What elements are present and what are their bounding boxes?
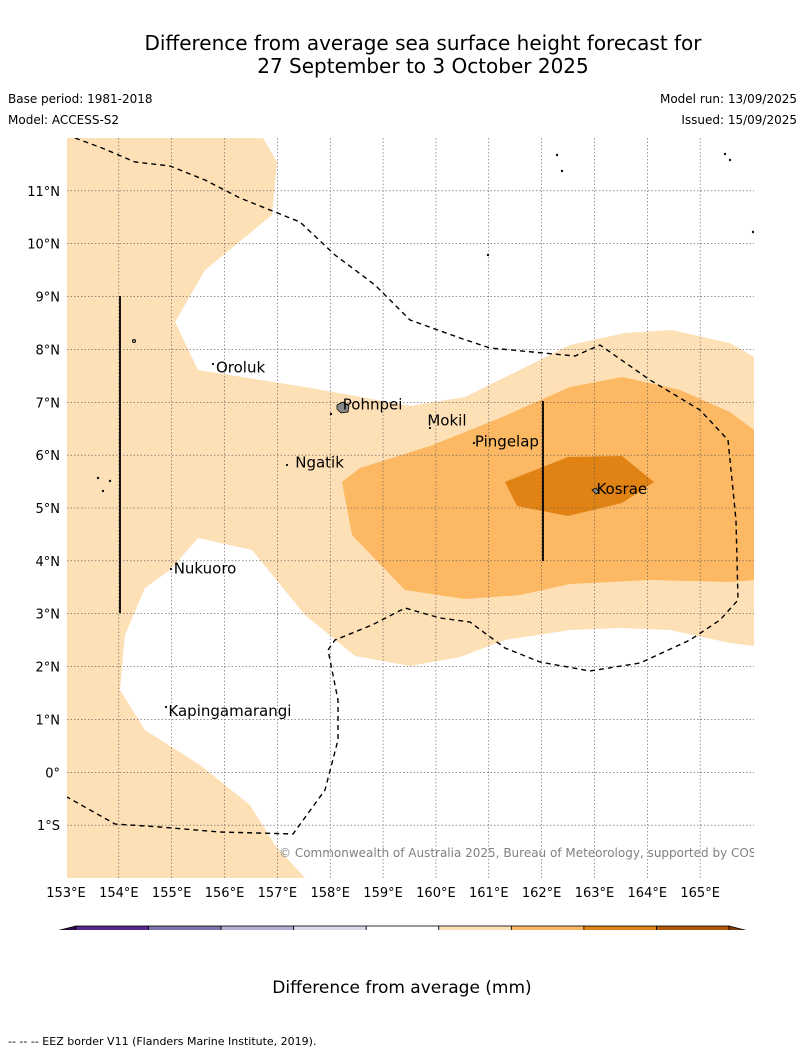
copyright-text: © Commonwealth of Australia 2025, Bureau… bbox=[279, 846, 784, 860]
lat-tick-label: 7°N bbox=[36, 396, 61, 411]
issued-date: Issued: 15/09/2025 bbox=[681, 113, 797, 127]
colorbar-segment bbox=[220, 925, 295, 930]
model-run: Model run: 13/09/2025 bbox=[659, 92, 797, 106]
lon-tick-label: 159°E bbox=[363, 886, 403, 901]
lon-tick-label: 165°E bbox=[680, 886, 720, 901]
lon-tick-label: 163°E bbox=[575, 886, 615, 901]
colorbar-segment bbox=[148, 925, 222, 930]
place-label-pingelap[interactable]: Pingelap bbox=[475, 433, 539, 451]
place-label-nukuoro[interactable]: Nukuoro bbox=[174, 559, 237, 577]
map-title: Difference from average sea surface heig… bbox=[0, 32, 804, 78]
title-line-2: 27 September to 3 October 2025 bbox=[257, 54, 589, 78]
place-label-kosrae[interactable]: Kosrae bbox=[596, 480, 647, 498]
lat-tick-label: 10°N bbox=[27, 238, 60, 253]
model-name: Model: ACCESS-S2 bbox=[8, 113, 120, 127]
eez-legend: -- -- -- EEZ border V11 (Flanders Marine… bbox=[8, 1035, 317, 1048]
base-period: Base period: 1981-2018 bbox=[8, 92, 153, 106]
lat-tick-label: 5°N bbox=[36, 502, 61, 517]
place-label-oroluk[interactable]: Oroluk bbox=[216, 359, 265, 377]
place-label-pohnpei[interactable]: Pohnpei bbox=[343, 396, 403, 414]
lon-tick-label: 161°E bbox=[469, 886, 509, 901]
place-label-ngatik[interactable]: Ngatik bbox=[295, 454, 344, 472]
colorbar-segment bbox=[75, 925, 149, 930]
place-label-kapingamarangi[interactable]: Kapingamarangi bbox=[168, 702, 291, 720]
lon-tick-label: 156°E bbox=[205, 886, 245, 901]
place-label-mokil[interactable]: Mokil bbox=[427, 411, 466, 429]
colorbar-extend-low bbox=[58, 925, 77, 930]
lon-tick-label: 160°E bbox=[416, 886, 456, 901]
lat-tick-label: 1°S bbox=[37, 819, 60, 834]
lat-tick-label: 1°N bbox=[36, 713, 61, 728]
lon-tick-label: 155°E bbox=[152, 886, 192, 901]
lon-tick-label: 164°E bbox=[628, 886, 668, 901]
colorbar-segment bbox=[583, 925, 657, 930]
island-shapes bbox=[96, 152, 754, 709]
lat-tick-label: 11°N bbox=[27, 185, 60, 200]
lat-tick-label: 6°N bbox=[36, 449, 61, 464]
colorbar-segment bbox=[656, 925, 730, 930]
colorbar: -300-200-100-60-303060100200300 bbox=[58, 925, 747, 930]
lat-tick-label: 9°N bbox=[36, 291, 61, 306]
lat-tick-label: 3°N bbox=[36, 608, 61, 623]
lon-tick-label: 157°E bbox=[258, 886, 298, 901]
colorbar-segment bbox=[365, 925, 440, 930]
colorbar-segment bbox=[438, 925, 512, 930]
lat-tick-label: 0° bbox=[45, 766, 60, 781]
lon-tick-label: 158°E bbox=[310, 886, 350, 901]
lat-tick-label: 2°N bbox=[36, 661, 61, 676]
colorbar-extend-high bbox=[728, 925, 747, 930]
colorbar-label: Difference from average (mm) bbox=[272, 978, 532, 998]
eez-border bbox=[67, 138, 739, 835]
sea-level-map[interactable]: Oroluk Pohnpei Mokil Pingelap Ngatik Kosrae Nu… bbox=[0, 0, 804, 930]
title-line-1: Difference from average sea surface heig… bbox=[144, 31, 702, 55]
lat-tick-label: 8°N bbox=[36, 343, 61, 358]
colorbar-segment bbox=[510, 925, 585, 930]
colorbar-segment bbox=[293, 925, 367, 930]
lon-tick-label: 162°E bbox=[522, 886, 562, 901]
lon-tick-label: 153°E bbox=[46, 886, 86, 901]
lat-tick-label: 4°N bbox=[36, 555, 61, 570]
lon-tick-label: 154°E bbox=[99, 886, 139, 901]
